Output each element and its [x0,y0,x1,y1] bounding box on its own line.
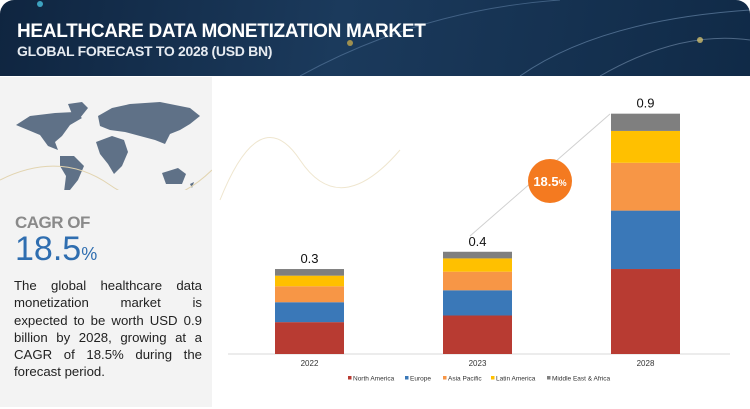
legend-label-3: Latin America [496,376,536,383]
x-tick-2028: 2028 [637,359,655,368]
bar-segment-latin-america-2028 [611,131,680,163]
legend-swatch-2 [443,376,447,380]
bar-segment-middle-east-africa-2023 [443,252,512,259]
bar-segment-europe-2023 [443,290,512,315]
bar-segment-north-america-2023 [443,315,512,354]
bar-segment-latin-america-2023 [443,258,512,271]
total-label-2028: 0.9 [636,96,654,111]
bar-segment-middle-east-africa-2028 [611,114,680,131]
bar-segment-asia-pacific-2028 [611,163,680,211]
bar-segment-latin-america-2022 [275,276,344,287]
legend-swatch-1 [405,376,409,380]
legend-label-4: Middle East & Africa [552,376,611,383]
legend-label-2: Asia Pacific [448,376,482,383]
bar-segment-north-america-2022 [275,322,344,354]
legend-label-0: North America [353,376,395,383]
bar-segment-europe-2022 [275,302,344,322]
bar-segment-north-america-2028 [611,269,680,354]
legend-swatch-0 [348,376,352,380]
total-label-2023: 0.4 [468,234,486,249]
x-tick-2022: 2022 [301,359,319,368]
legend-swatch-4 [547,376,551,380]
cagr-badge-value: 18.5 [533,174,558,189]
decorative-curve [220,138,400,201]
bar-segment-middle-east-africa-2022 [275,269,344,276]
legend-label-1: Europe [410,376,431,383]
bar-segment-asia-pacific-2023 [443,272,512,291]
legend-swatch-3 [491,376,495,380]
cagr-badge-unit: % [559,178,567,188]
cagr-badge: 18.5% [528,159,572,203]
bar-segment-europe-2028 [611,211,680,269]
total-label-2022: 0.3 [300,251,318,266]
x-tick-2023: 2023 [469,359,487,368]
bar-segment-asia-pacific-2022 [275,286,344,302]
